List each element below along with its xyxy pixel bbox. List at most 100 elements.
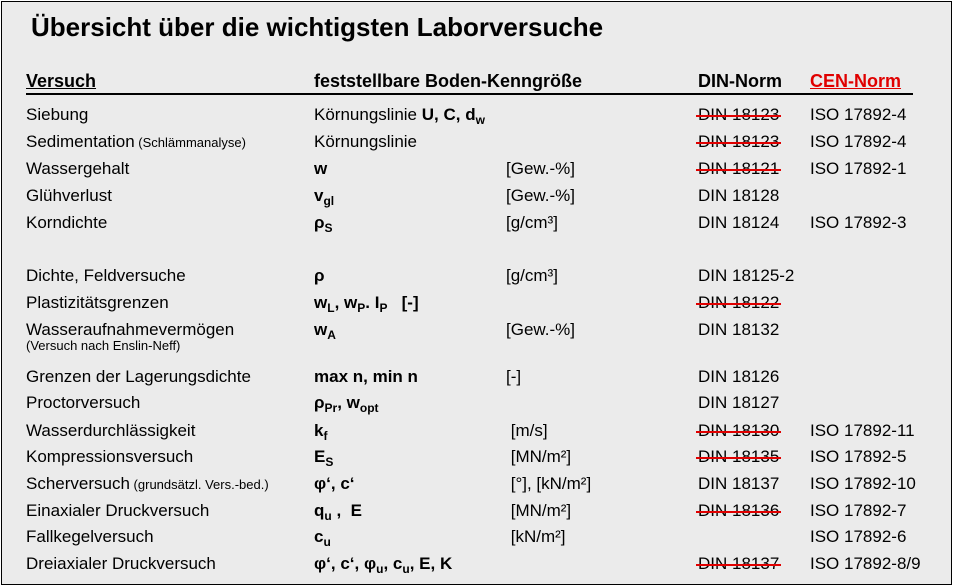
versuch-name: Dichte, Feldversuche: [26, 266, 186, 285]
table-row: Proctorversuch ρPr, wopt DIN 18127: [2, 393, 951, 417]
versuch-name: Korndichte: [26, 213, 108, 232]
din-cell: DIN 18136: [698, 501, 780, 520]
kenngroesse-cell: kf: [314, 421, 328, 443]
versuch-name: Plastizitätsgrenzen: [26, 293, 169, 312]
din-cell: DIN 18123: [698, 105, 780, 124]
unit-cell: [°], [kN/m²]: [506, 474, 592, 493]
kenngroesse-cell: ρS: [314, 213, 333, 235]
versuch-name: Wassergehalt: [26, 159, 130, 178]
iso-cell: ISO 17892-5: [810, 447, 907, 466]
table-row: Dichte, Feldversuche ρ [g/cm³] DIN 18125-2: [2, 266, 951, 290]
versuch-name: Scherversuch: [26, 474, 130, 493]
versuch-cell: Kompressionsversuch: [26, 447, 193, 467]
kenngroesse-cell: ρ: [314, 266, 325, 285]
versuch-name: Einaxialer Druckversuch: [26, 501, 210, 520]
header-divider: [26, 93, 913, 95]
header-din: DIN-Norm: [698, 71, 782, 91]
kenngroesse-cell: qu , E: [314, 501, 362, 523]
table-row: Sedimentation (Schlämmanalyse) Körnungsli…: [2, 132, 951, 156]
din-cell: DIN 18132: [698, 320, 780, 339]
versuch-cell: Plastizitätsgrenzen: [26, 293, 169, 313]
iso-cell: ISO 17892-10: [810, 474, 916, 493]
din-cell: DIN 18135: [698, 447, 780, 466]
table-row: Fallkegelversuch cu [kN/m²] ISO 17892-6: [2, 527, 951, 551]
versuch-cell: Siebung: [26, 105, 88, 125]
din-cell: DIN 18125-2: [698, 266, 795, 285]
versuch-cell: Dichte, Feldversuche: [26, 266, 186, 286]
versuch-cell: Wasserdurchlässigkeit: [26, 421, 195, 441]
versuch-name: Wasserdurchlässigkeit: [26, 421, 196, 440]
kenngroesse-cell: wL, wP. IP [-]: [314, 293, 419, 315]
kenngroesse-cell: ES: [314, 447, 334, 469]
table-row: Grenzen der Lagerungsdichte max n, min n […: [2, 367, 951, 391]
din-cell: DIN 18127: [698, 393, 780, 412]
table-row: Siebung Körnungslinie U, C, dw DIN 18123 IS…: [2, 105, 951, 129]
versuch-subnote: (Versuch nach Enslin-Neff): [26, 338, 181, 353]
versuch-name: Grenzen der Lagerungsdichte: [26, 367, 251, 386]
kenngroesse-cell: Körnungslinie: [314, 132, 418, 151]
unit-cell: [g/cm³]: [506, 266, 558, 285]
iso-cell: ISO 17892-4: [810, 132, 907, 151]
din-cell: DIN 18121: [698, 159, 780, 178]
kenngroesse-cell: Körnungslinie U, C, dw: [314, 105, 485, 127]
din-cell: DIN 18124: [698, 213, 780, 232]
iso-cell: ISO 17892-6: [810, 527, 907, 546]
unit-cell: [g/cm³]: [506, 213, 558, 232]
iso-cell: ISO 17892-7: [810, 501, 907, 520]
versuch-cell: Wasseraufnahmevermögen (Versuch nach Ensl…: [26, 320, 234, 353]
unit-cell: [MN/m²]: [506, 501, 572, 520]
versuch-name: Siebung: [26, 105, 89, 124]
kenngroesse-cell: φ‘, c‘: [314, 474, 355, 493]
table-row: Wasseraufnahmevermögen (Versuch nach Ensl…: [2, 320, 951, 353]
din-cell: DIN 18126: [698, 367, 780, 386]
versuch-note: (Schlämmanalyse): [134, 135, 246, 150]
header-versuch: Versuch: [26, 71, 97, 91]
versuch-name: Dreiaxialer Druckversuch: [26, 554, 216, 573]
din-cell: DIN 18128: [698, 186, 780, 205]
table-row: Kompressionsversuch ES [MN/m²] DIN 18135 IS…: [2, 447, 951, 471]
unit-cell: [-]: [506, 367, 522, 386]
table-row: Wasserdurchlässigkeit kf [m/s] DIN 18130 IS…: [2, 421, 951, 445]
versuch-cell: Scherversuch (grundsätzl. Vers.-bed.): [26, 474, 269, 494]
table-row: Wassergehalt w [Gew.-%] DIN 18121 ISO 17892-…: [2, 159, 951, 183]
unit-cell: [MN/m²]: [506, 447, 572, 466]
kenngroesse-cell: φ‘, c‘, φu, cu, E, K: [314, 554, 453, 576]
table-row: Scherversuch (grundsätzl. Vers.-bed.) φ‘,…: [2, 474, 951, 498]
din-cell: DIN 18137: [698, 554, 780, 573]
kenngroesse-cell: vgl: [314, 186, 335, 208]
table-row: Korndichte ρS [g/cm³] DIN 18124 ISO 17892-3: [2, 213, 951, 237]
iso-cell: ISO 17892-1: [810, 159, 907, 178]
iso-cell: ISO 17892-3: [810, 213, 907, 232]
versuch-cell: Einaxialer Druckversuch: [26, 501, 209, 521]
versuch-cell: Wassergehalt: [26, 159, 129, 179]
versuch-name: Wasseraufnahmevermögen: [26, 320, 235, 339]
din-cell: DIN 18137: [698, 474, 780, 493]
iso-cell: ISO 17892-11: [810, 421, 915, 440]
versuch-note: (grundsätzl. Vers.-bed.): [129, 477, 269, 492]
unit-cell: [m/s]: [506, 421, 548, 440]
table-row: Glühverlust vgl [Gew.-%] DIN 18128: [2, 186, 951, 210]
versuch-cell: Korndichte: [26, 213, 107, 233]
versuch-cell: Proctorversuch: [26, 393, 140, 413]
page-title: Übersicht über die wichtigsten Laborvers…: [31, 12, 604, 42]
unit-cell: [Gew.-%]: [506, 320, 575, 339]
versuch-cell: Dreiaxialer Druckversuch: [26, 554, 216, 574]
kenngroesse-cell: cu: [314, 527, 331, 549]
iso-cell: ISO 17892-4: [810, 105, 907, 124]
versuch-cell: Fallkegelversuch: [26, 527, 154, 547]
din-cell: DIN 18122: [698, 293, 780, 312]
table-row: Einaxialer Druckversuch qu , E [MN/m²] DIN…: [2, 501, 951, 525]
versuch-cell: Glühverlust: [26, 186, 112, 206]
header-cen: CEN-Norm: [810, 71, 902, 91]
table-row: Plastizitätsgrenzen wL, wP. IP [-] DIN 181…: [2, 293, 951, 317]
kenngroesse-cell: max n, min n: [314, 367, 418, 386]
unit-cell: [Gew.-%]: [506, 159, 575, 178]
versuch-name: Sedimentation: [26, 132, 135, 151]
kenngroesse-cell: wA: [314, 320, 336, 342]
din-cell: DIN 18123: [698, 132, 780, 151]
versuch-cell: Grenzen der Lagerungsdichte: [26, 367, 251, 387]
unit-cell: [kN/m²]: [506, 527, 566, 546]
kenngroesse-cell: ρPr, wopt: [314, 393, 379, 415]
versuch-name: Proctorversuch: [26, 393, 141, 412]
